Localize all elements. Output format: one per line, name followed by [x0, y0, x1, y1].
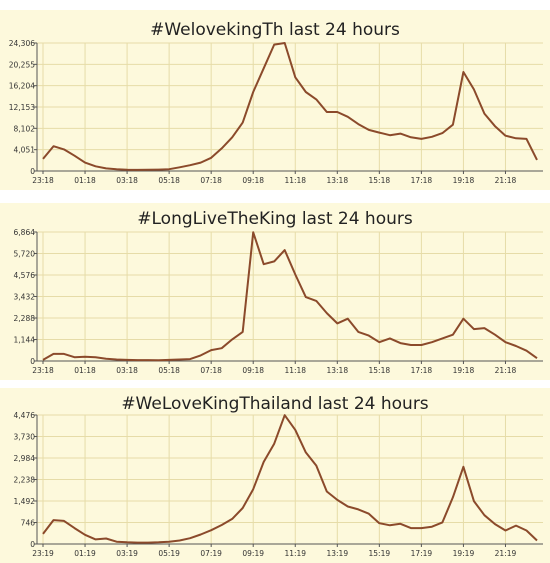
x-tick-label: 17:18 — [411, 176, 433, 185]
x-tick-label: 05:18 — [158, 366, 180, 375]
x-tick-label: 23:18 — [32, 176, 54, 185]
chart-title: #WeLoveKingThailand last 24 hours — [121, 394, 429, 414]
y-tick-label: 6,864 — [14, 228, 36, 237]
chart-svg-longlivetheking: 0 1,144 2,288 3,432 4,576 5,720 6,864 23:18 01:1… — [0, 203, 550, 380]
y-tick-label: 4,051 — [14, 146, 36, 155]
y-tick-label: 1,144 — [14, 336, 36, 345]
y-tick-label: 0 — [30, 540, 35, 549]
x-tick-label: 19:19 — [453, 549, 475, 558]
x-tick-label: 21:19 — [495, 549, 517, 558]
x-tick-label: 07:19 — [200, 549, 222, 558]
y-tick-label: 0 — [30, 167, 35, 176]
y-tick-label: 8,102 — [14, 124, 36, 133]
chart-title: #WelovekingTh last 24 hours — [150, 20, 400, 40]
x-tick-label: 19:18 — [453, 366, 475, 375]
chart-panel-longlivetheking: 0 1,144 2,288 3,432 4,576 5,720 6,864 23:18 01:1… — [0, 203, 550, 380]
x-tick-label: 15:18 — [369, 366, 391, 375]
x-tick-label: 17:18 — [411, 366, 433, 375]
y-tick-label: 0 — [30, 357, 35, 366]
x-tick-label: 15:19 — [369, 549, 391, 558]
x-tick-label: 19:18 — [453, 176, 475, 185]
x-tick-label: 13:18 — [326, 366, 348, 375]
chart-panel-welovekingth: 0 4,051 8,102 12,153 16,204 20,255 24,306 23:18… — [0, 10, 550, 190]
y-tick-label: 5,720 — [14, 250, 36, 259]
chart-background — [0, 203, 550, 380]
x-tick-label: 09:18 — [242, 366, 264, 375]
chart-title: #LongLiveTheKing last 24 hours — [137, 209, 413, 229]
y-tick-label: 16,204 — [9, 82, 35, 91]
y-tick-label: 4,576 — [14, 271, 36, 280]
chart-svg-welovekingth: 0 4,051 8,102 12,153 16,204 20,255 24,306 23:18… — [0, 10, 550, 190]
x-tick-label: 13:18 — [326, 176, 348, 185]
x-tick-label: 23:18 — [32, 366, 54, 375]
x-tick-label: 07:18 — [200, 366, 222, 375]
y-tick-label: 1,492 — [14, 497, 36, 506]
x-tick-label: 03:18 — [116, 366, 138, 375]
y-tick-label: 20,255 — [9, 60, 35, 69]
series-line — [42, 414, 538, 544]
x-tick-label: 03:19 — [116, 549, 138, 558]
chart-panel-welovekingthailand: 0 746 1,492 2,238 2,984 3,730 4,476 23:19 01:19 0… — [0, 388, 550, 563]
x-tick-label: 09:18 — [242, 176, 264, 185]
x-tick-label: 01:18 — [74, 176, 96, 185]
x-tick-label: 11:18 — [284, 366, 306, 375]
x-tick-label: 15:18 — [369, 176, 391, 185]
series-line — [42, 231, 538, 362]
x-tick-label: 01:19 — [74, 549, 96, 558]
x-tick-label: 17:19 — [411, 549, 433, 558]
y-tick-label: 746 — [21, 519, 36, 528]
y-tick-label: 4,476 — [14, 411, 36, 420]
x-tick-label: 11:18 — [284, 176, 306, 185]
y-tick-label: 2,238 — [14, 476, 36, 485]
y-tick-label: 3,730 — [14, 433, 36, 442]
x-tick-label: 21:18 — [495, 366, 517, 375]
y-tick-label: 24,306 — [9, 39, 35, 48]
x-tick-label: 11:19 — [284, 549, 306, 558]
x-tick-label: 13:19 — [326, 549, 348, 558]
chart-svg-welovekingthailand: 0 746 1,492 2,238 2,984 3,730 4,476 23:19 01:19 0… — [0, 388, 550, 563]
x-tick-label: 05:19 — [158, 549, 180, 558]
y-tick-label: 2,984 — [14, 454, 36, 463]
x-tick-label: 01:18 — [74, 366, 96, 375]
y-tick-label: 12,153 — [9, 103, 35, 112]
y-tick-label: 2,288 — [14, 314, 36, 323]
x-tick-label: 23:19 — [32, 549, 54, 558]
y-tick-label: 3,432 — [14, 293, 36, 302]
x-tick-label: 05:18 — [158, 176, 180, 185]
x-tick-label: 03:18 — [116, 176, 138, 185]
series-line — [42, 42, 538, 171]
x-tick-label: 09:19 — [242, 549, 264, 558]
chart-background — [0, 388, 550, 563]
x-tick-label: 07:18 — [200, 176, 222, 185]
x-tick-label: 21:18 — [495, 176, 517, 185]
